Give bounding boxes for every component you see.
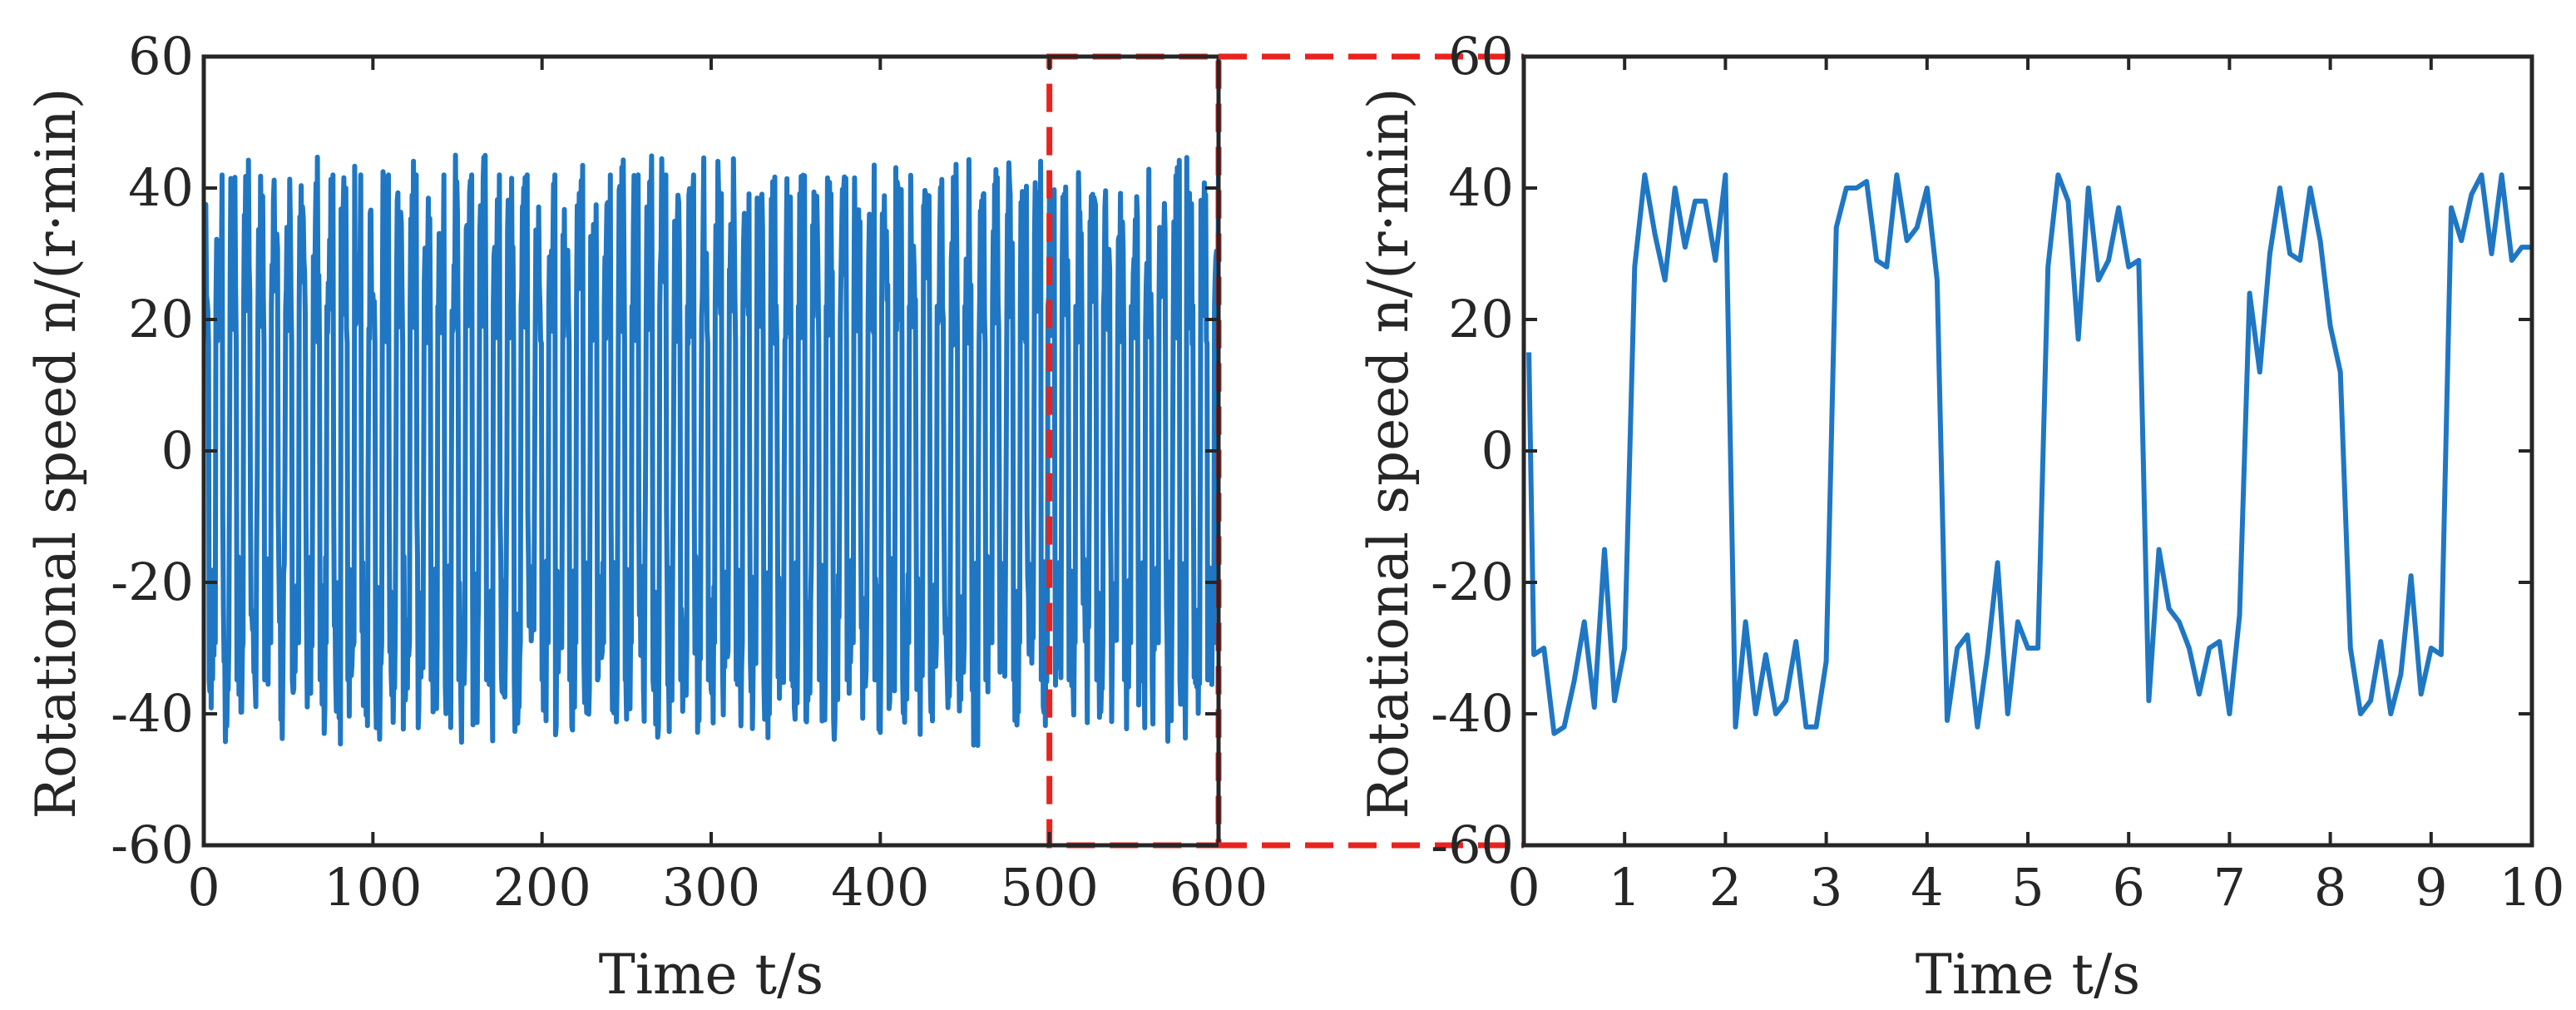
right-y-tick-label: 60 xyxy=(1448,26,1514,87)
right-x-tick-label: 7 xyxy=(2213,857,2246,918)
right-x-tick-label: 0 xyxy=(1507,857,1540,918)
zoom-connector-lines xyxy=(1219,53,1524,849)
left-panel: 0 100 200 300 400 500 600 -60 -40 -20 0 20 40 60 Tim… xyxy=(24,26,1268,1007)
right-x-tick-label: 1 xyxy=(1608,857,1640,918)
right-series-line xyxy=(1526,172,2532,736)
right-x-tick-label: 10 xyxy=(2499,857,2565,918)
right-y-axis-label: Rotational speed n/(r·min) xyxy=(1357,87,1421,819)
right-x-tick-label: 6 xyxy=(2112,857,2144,918)
left-x-tick-label: 600 xyxy=(1169,857,1268,918)
left-y-tick-label: 60 xyxy=(128,26,194,87)
right-x-tick-label: 2 xyxy=(1709,857,1742,918)
left-y-tick-label: 40 xyxy=(128,157,194,218)
right-y-ticks: -60 -40 -20 0 20 40 60 xyxy=(1431,26,2532,875)
left-x-axis-label: Time t/s xyxy=(599,943,823,1007)
right-y-tick-label: 40 xyxy=(1448,157,1514,218)
right-y-tick-label: 20 xyxy=(1448,289,1514,349)
left-x-tick-label: 100 xyxy=(324,857,422,918)
left-x-ticks: 0 100 200 300 400 500 600 xyxy=(187,57,1268,918)
left-x-tick-label: 200 xyxy=(492,857,591,918)
left-y-axis-label: Rotational speed n/(r·min) xyxy=(24,87,88,819)
left-x-tick-label: 400 xyxy=(831,857,929,918)
right-y-tick-label: -40 xyxy=(1431,683,1514,744)
left-x-tick-label: 0 xyxy=(187,857,220,918)
right-y-tick-label: -20 xyxy=(1431,552,1514,612)
right-panel: 0 1 2 3 4 5 6 7 8 9 10 -60 -40 -20 0 20 40 60 Time t/s R… xyxy=(1357,26,2564,1007)
left-y-tick-label: 0 xyxy=(161,420,194,481)
right-x-tick-label: 4 xyxy=(1911,857,1943,918)
left-y-tick-label: 20 xyxy=(128,289,194,349)
right-series-polyline xyxy=(1526,172,2532,736)
right-x-axis-label: Time t/s xyxy=(1916,943,2140,1007)
right-y-tick-label: -60 xyxy=(1431,814,1514,875)
left-x-tick-label: 300 xyxy=(662,857,760,918)
left-y-tick-label: -60 xyxy=(111,814,194,875)
right-x-tick-label: 5 xyxy=(2011,857,2044,918)
left-x-tick-label: 500 xyxy=(1000,857,1098,918)
right-x-tick-label: 3 xyxy=(1810,857,1842,918)
right-x-tick-label: 8 xyxy=(2314,857,2346,918)
left-y-tick-label: -40 xyxy=(111,683,194,744)
left-y-tick-label: -20 xyxy=(111,552,194,612)
right-x-tick-label: 9 xyxy=(2415,857,2447,918)
right-y-tick-label: 0 xyxy=(1481,420,1514,481)
right-x-ticks: 0 1 2 3 4 5 6 7 8 9 10 xyxy=(1507,57,2564,918)
left-y-ticks: -60 -40 -20 0 20 40 60 xyxy=(111,26,1219,875)
